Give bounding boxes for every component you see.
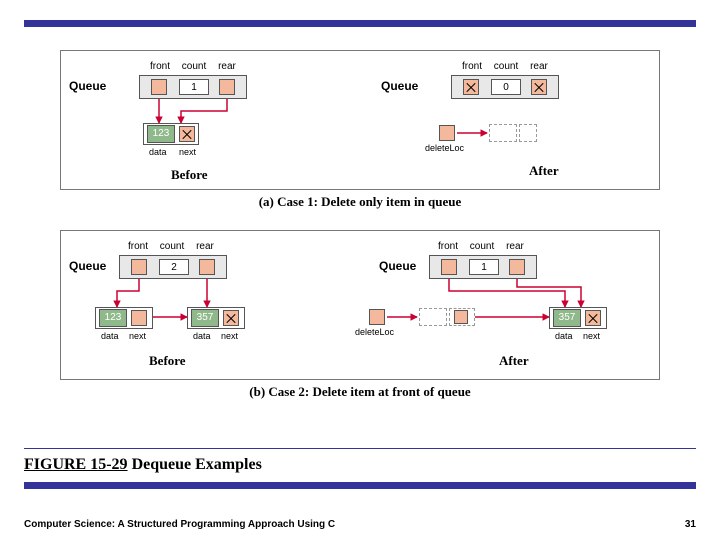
ghost-next xyxy=(519,124,537,142)
rear-label-b-after: rear xyxy=(503,241,527,252)
data-123-b: 123 xyxy=(99,309,127,327)
data-123: 123 xyxy=(147,125,175,143)
count-label: count xyxy=(179,61,209,72)
next-null-after xyxy=(585,310,601,326)
front-ptr-b xyxy=(131,259,147,275)
ghost-data xyxy=(489,124,517,142)
rear-label-b: rear xyxy=(193,241,217,252)
footer-right: 31 xyxy=(685,519,696,530)
bottom-bar xyxy=(24,482,696,489)
count-label-after: count xyxy=(491,61,521,72)
next-null-b2 xyxy=(223,310,239,326)
deleteLoc-label-b: deleteLoc xyxy=(355,327,394,337)
deleteLoc-ptr-b xyxy=(369,309,385,325)
ghost-next-ptr-b xyxy=(454,310,468,324)
deleteLoc-ptr xyxy=(439,125,455,141)
panel-a: Queue front count rear 1 123 data next B… xyxy=(60,50,660,190)
rear-label: rear xyxy=(215,61,239,72)
front-null xyxy=(463,79,479,95)
panel-a-caption: (a) Case 1: Delete only item in queue xyxy=(60,194,660,210)
after-label-b: After xyxy=(499,353,529,369)
footer-left: Computer Science: A Structured Programmi… xyxy=(24,519,335,530)
panel-b-caption: (b) Case 2: Delete item at front of queu… xyxy=(60,384,660,400)
front-ptr-b-after xyxy=(441,259,457,275)
count-label-b: count xyxy=(157,241,187,252)
ghost-data-b xyxy=(419,308,447,326)
figure-name: Dequeue Examples xyxy=(132,456,262,473)
front-label-b: front xyxy=(125,241,151,252)
count-2: 2 xyxy=(159,259,189,275)
diagram-area: Queue front count rear 1 123 data next B… xyxy=(60,50,660,430)
figure-number: FIGURE 15-29 xyxy=(24,456,128,473)
mid-line-1 xyxy=(24,448,696,449)
queue-label-b-after: Queue xyxy=(379,259,416,273)
data-label-b1: data xyxy=(101,331,119,341)
data-label-b2: data xyxy=(193,331,211,341)
before-label: Before xyxy=(171,167,208,183)
count-1-after: 1 xyxy=(469,259,499,275)
queue-label-after: Queue xyxy=(381,79,418,93)
front-label-after: front xyxy=(459,61,485,72)
deleteLoc-label: deleteLoc xyxy=(425,143,464,153)
data-label-after: data xyxy=(555,331,573,341)
count-0: 0 xyxy=(491,79,521,95)
figure-title: FIGURE 15-29 Dequeue Examples xyxy=(24,456,262,474)
data-357-b: 357 xyxy=(191,309,219,327)
next-null xyxy=(179,126,195,142)
queue-label: Queue xyxy=(69,79,106,93)
next-ptr-b1 xyxy=(131,310,147,326)
next-label-b2: next xyxy=(221,331,238,341)
queue-label-b: Queue xyxy=(69,259,106,273)
after-label: After xyxy=(529,163,559,179)
count-label-b-after: count xyxy=(467,241,497,252)
next-label-after: next xyxy=(583,331,600,341)
front-label-b-after: front xyxy=(435,241,461,252)
before-label-b: Before xyxy=(149,353,186,369)
top-bar xyxy=(24,20,696,27)
next-label-b1: next xyxy=(129,331,146,341)
next-label: next xyxy=(179,147,196,157)
panel-b: Queue front count rear 2 123 data next 3… xyxy=(60,230,660,380)
rear-null xyxy=(531,79,547,95)
front-label: front xyxy=(147,61,173,72)
rear-label-after: rear xyxy=(527,61,551,72)
count-cell: 1 xyxy=(179,79,209,95)
data-357-after: 357 xyxy=(553,309,581,327)
rear-ptr xyxy=(219,79,235,95)
rear-ptr-b xyxy=(199,259,215,275)
front-ptr xyxy=(151,79,167,95)
rear-ptr-b-after xyxy=(509,259,525,275)
data-label: data xyxy=(149,147,167,157)
